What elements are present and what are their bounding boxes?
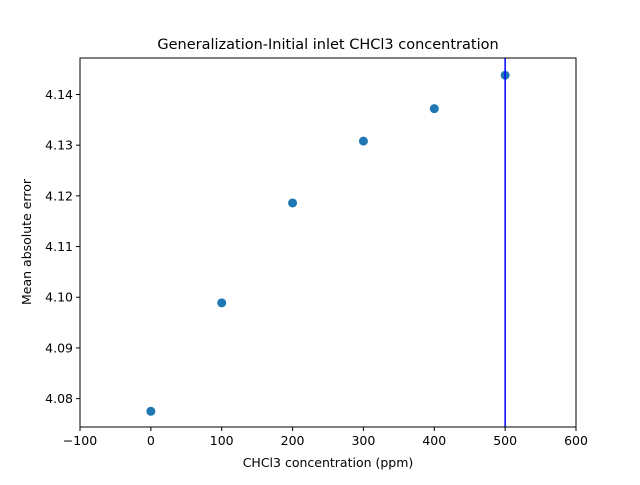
y-tick-label: 4.08 <box>45 391 73 406</box>
x-tick-label: 0 <box>147 433 155 448</box>
plot-frame <box>79 57 577 428</box>
y-tick-label: 4.10 <box>45 290 73 305</box>
y-tick-label: 4.12 <box>45 188 73 203</box>
data-point <box>146 406 156 416</box>
x-axis-label: CHCl3 concentration (ppm) <box>243 455 414 470</box>
x-tick-label: 400 <box>422 433 446 448</box>
y-axis-label: Mean absolute error <box>19 178 34 305</box>
x-tick-label: 500 <box>493 433 517 448</box>
x-tick-label: 300 <box>351 433 375 448</box>
x-tick-label: 100 <box>210 433 234 448</box>
x-tick-label: −100 <box>63 433 97 448</box>
y-tick-label: 4.13 <box>45 138 73 153</box>
data-point <box>429 104 439 114</box>
axis-ticks: −100 0 100 200 300 400 500 600 4.08 4.09 4.10 4.11 4… <box>45 87 588 448</box>
data-point <box>358 136 368 146</box>
y-tick-label: 4.11 <box>45 239 73 254</box>
data-point <box>217 298 227 308</box>
plot-marks <box>146 58 510 427</box>
y-tick-label: 4.14 <box>45 87 73 102</box>
data-point <box>288 198 298 208</box>
chart-title: Generalization-Initial inlet CHCl3 conce… <box>157 37 498 53</box>
y-tick-label: 4.09 <box>45 340 73 355</box>
axes-frame <box>79 57 577 428</box>
x-tick-label: 600 <box>564 433 588 448</box>
x-tick-label: 200 <box>281 433 305 448</box>
